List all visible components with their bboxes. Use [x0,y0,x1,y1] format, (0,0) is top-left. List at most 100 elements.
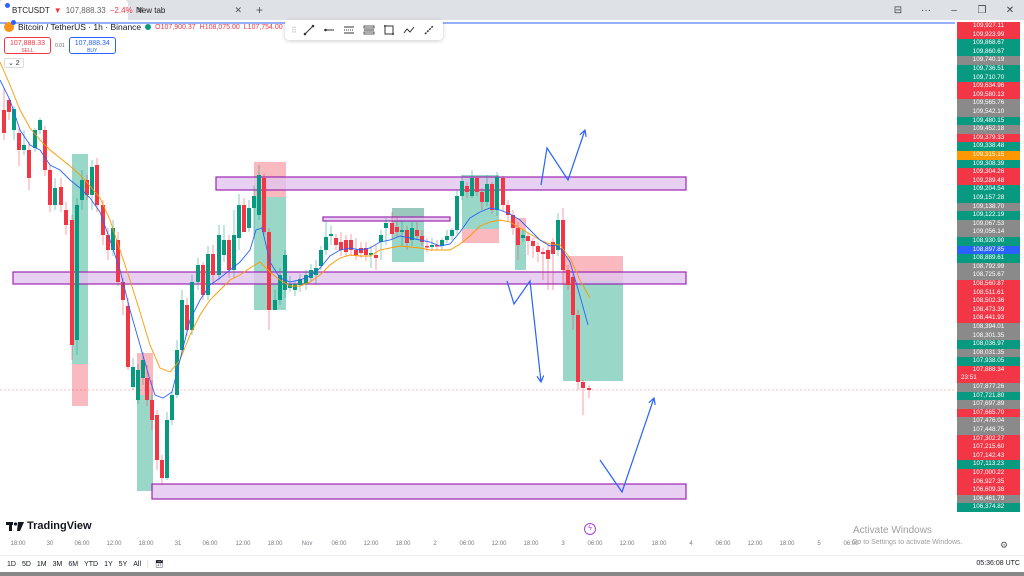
down-triangle-icon: ▼ [53,5,62,15]
bearish-candle [536,246,540,252]
time-label: 5 [817,541,821,547]
cast-icon[interactable]: ⊟ [893,4,903,16]
time-label: 18:00 [523,541,539,547]
range-1m[interactable]: 1M [36,560,47,568]
price-label: 109,480.15 [957,116,1020,126]
price-label: 109,304.26 [957,168,1020,177]
bullish-candle [460,181,464,196]
os-taskbar-edge [0,572,1024,576]
range-6m[interactable]: 6M [68,560,79,568]
bearish-candle [339,242,343,250]
bearish-candle [85,180,89,195]
bullish-candle [53,188,57,205]
price-label: 109,315.15 [957,151,1020,160]
projection-path [506,279,542,383]
price-label: 106,927.35 [957,477,1020,487]
bullish-candle [180,300,184,350]
bearish-candle [475,178,479,192]
sell-button[interactable]: 107,888.33 SELL [4,37,51,54]
range-ytd[interactable]: YTD [84,560,99,568]
price-label: 108,897.85 [957,245,1020,255]
bullish-candle [470,178,474,196]
price-label: 109,204.54 [957,185,1020,194]
bearish-candle [211,254,215,275]
close-tab-icon[interactable]: ✕ [234,4,242,15]
more-icon[interactable]: ··· [921,4,931,16]
trendline-icon[interactable] [301,22,317,38]
bullish-candle [304,275,308,284]
time-label: 12:00 [106,541,122,547]
ohlc-open: O107,900.37 [155,23,196,31]
tab-new-tab[interactable]: New tab ✕ [128,0,250,20]
price-label: 108,560.87 [957,280,1020,289]
tab-price: 107,888.33 [65,5,106,15]
ohlc-high: H108,075.00 [199,23,240,31]
path-icon[interactable] [401,22,417,38]
chart-pane[interactable] [0,20,955,536]
price-label: 109,067.53 [957,219,1020,229]
range-5y[interactable]: 5Y [118,560,128,568]
tradingview-logo[interactable]: TradingView [6,520,92,532]
brush-icon[interactable] [421,22,437,38]
bullish-candle [273,300,277,310]
range-5d[interactable]: 5D [21,560,31,568]
restore-icon[interactable]: ❐ [977,4,987,16]
price-label: 109,338.48 [957,142,1020,151]
close-icon[interactable]: ✕ [1005,4,1015,16]
minimize-icon[interactable]: – [951,4,957,16]
arrowhead-icon [536,375,545,384]
activate-windows-subtitle: Go to Settings to activate Windows. [852,539,963,546]
bullish-candle [111,228,115,250]
bearish-candle [571,277,575,315]
divider: | [147,560,149,568]
browser-tabbar: BTCUSDT ▼ 107,888.33 −2.4% ✕ New tab ✕ +… [0,0,1024,20]
buy-price: 107,888.34 [74,40,110,47]
bearish-candle [587,388,591,390]
calendar-goto-icon[interactable]: 📅︎ [154,561,164,568]
axis-settings-icon[interactable]: ⚙ [1000,540,1009,550]
drag-grip-icon[interactable]: ⠿ [291,25,297,35]
regression-icon[interactable] [361,22,377,38]
tab-title: New tab [136,5,166,15]
indicators-toggle[interactable]: ⌄ 2 [4,58,24,68]
bearish-candle [145,378,149,400]
horizontal-ray-icon[interactable] [321,22,337,38]
rectangle-icon[interactable] [381,22,397,38]
position-stop-zone [72,364,88,406]
price-label: 107,697.89 [957,400,1020,409]
bearish-candle [334,238,338,245]
flash-news-icon[interactable]: ϟ [584,523,596,535]
bearish-candle [551,242,555,254]
time-label: 18:00 [138,541,154,547]
price-label: 108,930.90 [957,237,1020,246]
time-label: 12:00 [235,541,251,547]
bearish-candle [160,460,164,478]
price-label: 109,542.10 [957,108,1020,117]
bearish-candle [566,270,570,285]
range-3m[interactable]: 3M [52,560,63,568]
time-label: 18:00 [651,541,667,547]
bullish-candle [379,235,383,242]
symbol-legend[interactable]: Bitcoin / TetherUS · 1h · Binance O107,9… [4,20,283,32]
range-1d[interactable]: 1D [7,560,16,568]
projection-path [540,129,586,186]
plus-icon[interactable]: + [256,3,264,17]
price-label: 109,138.70 [957,202,1020,212]
range-all[interactable]: All [133,560,142,568]
parallel-channel-icon[interactable] [341,22,357,38]
bullish-candle [22,145,26,150]
buy-button[interactable]: 107,888.34 BUY [68,37,116,54]
utc-clock[interactable]: 05:36:08 UTC [976,560,1020,567]
time-label: 31 [174,541,182,547]
market-open-icon [145,24,152,30]
close-tab-icon[interactable]: ✕ [136,4,145,15]
price-chart[interactable] [0,20,955,536]
range-1y[interactable]: 1Y [104,560,113,568]
price-axis[interactable]: 109,927.11 109,923.99 109,868.67 109,860.67… [957,22,1020,538]
price-label: 109,923.99 [957,30,1020,40]
bullish-candle [556,220,560,250]
bullish-candle [410,228,414,240]
tab-btcusdt[interactable]: BTCUSDT ▼ 107,888.33 −2.4% ✕ [0,0,144,20]
bearish-candle [155,415,159,460]
time-axis[interactable]: 18:00 30 06:00 12:00 18:00 31 06:00 12:00 18:00 N… [0,538,955,552]
